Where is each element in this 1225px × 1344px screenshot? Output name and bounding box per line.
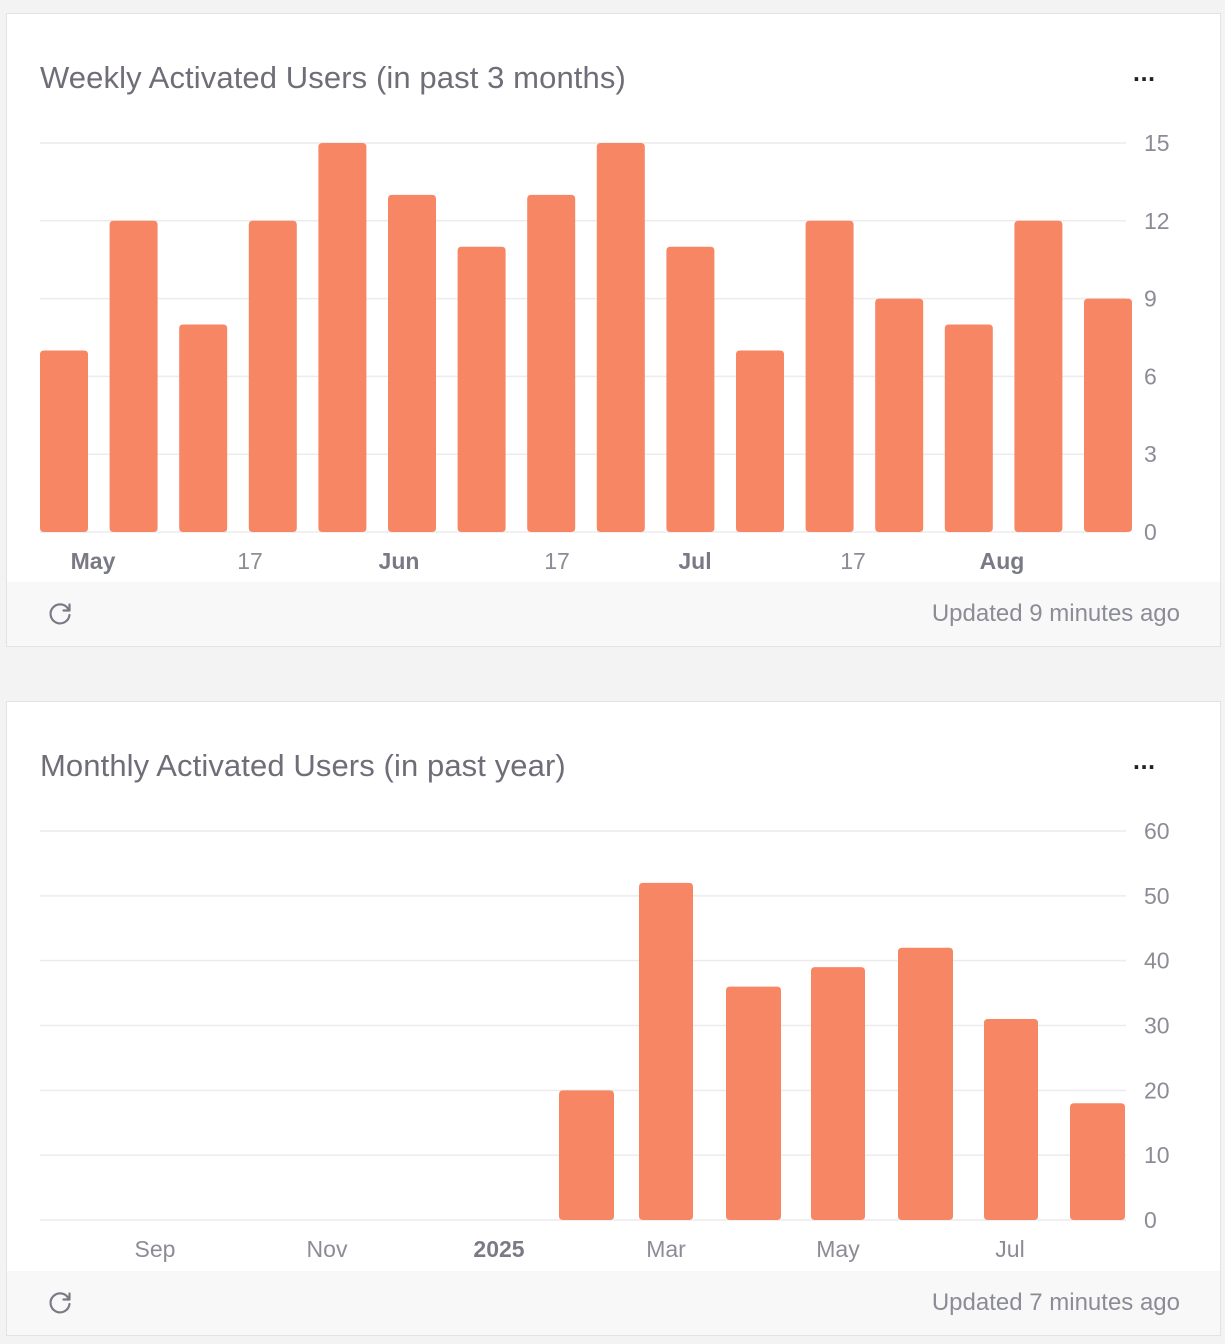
more-options-button[interactable]: ··· bbox=[1127, 754, 1161, 780]
y-tick-label: 9 bbox=[1144, 286, 1157, 312]
bar[interactable] bbox=[875, 298, 924, 532]
y-tick-label: 60 bbox=[1144, 818, 1170, 844]
bar[interactable] bbox=[248, 220, 297, 533]
more-options-button[interactable]: ··· bbox=[1127, 66, 1161, 92]
y-tick-label: 0 bbox=[1144, 519, 1157, 545]
updated-timestamp: Updated 7 minutes ago bbox=[931, 1289, 1180, 1316]
card-title: Weekly Activated Users (in past 3 months… bbox=[40, 60, 626, 95]
bar[interactable] bbox=[388, 194, 436, 532]
y-tick-label: 10 bbox=[1144, 1142, 1170, 1168]
x-tick-label: 17 bbox=[237, 548, 263, 574]
x-tick-label: May bbox=[816, 1236, 860, 1262]
x-tick-label: May bbox=[71, 548, 116, 574]
x-tick-label: 2025 bbox=[473, 1236, 524, 1262]
x-tick-label: Jun bbox=[379, 548, 420, 574]
x-tick-label: Nov bbox=[307, 1236, 348, 1262]
card-footer: Updated 9 minutes ago bbox=[7, 582, 1220, 646]
bar[interactable] bbox=[179, 324, 228, 532]
bar[interactable] bbox=[559, 1090, 614, 1220]
monthly-activated-users-card: Monthly Activated Users (in past year) ·… bbox=[6, 701, 1221, 1336]
bar[interactable] bbox=[805, 220, 854, 533]
y-tick-label: 12 bbox=[1144, 208, 1170, 234]
x-tick-label: 17 bbox=[840, 548, 866, 574]
y-tick-label: 40 bbox=[1144, 948, 1170, 974]
x-tick-label: Jul bbox=[678, 548, 711, 574]
x-tick-label: Mar bbox=[646, 1236, 686, 1262]
x-tick-label: 17 bbox=[544, 548, 570, 574]
x-tick-label: Sep bbox=[135, 1236, 176, 1262]
y-tick-label: 6 bbox=[1144, 363, 1157, 389]
bar[interactable] bbox=[109, 220, 158, 533]
x-tick-label: Aug bbox=[980, 548, 1025, 574]
bar[interactable] bbox=[1084, 298, 1132, 532]
bar[interactable] bbox=[318, 143, 367, 532]
card-footer: Updated 7 minutes ago bbox=[7, 1271, 1220, 1335]
bar[interactable] bbox=[666, 246, 715, 532]
bar[interactable] bbox=[984, 1019, 1038, 1220]
weekly-bar-chart: 0 3 6 9 12 15 May 17 Jun 17 Jul 17 Aug bbox=[40, 130, 1170, 574]
bar[interactable] bbox=[527, 194, 576, 532]
bar[interactable] bbox=[898, 947, 953, 1220]
refresh-button[interactable] bbox=[45, 599, 75, 629]
bar[interactable] bbox=[726, 986, 781, 1220]
updated-timestamp: Updated 9 minutes ago bbox=[931, 600, 1180, 627]
bar[interactable] bbox=[40, 350, 88, 532]
bar[interactable] bbox=[639, 882, 693, 1220]
bar[interactable] bbox=[1014, 220, 1063, 533]
weekly-activated-users-card: Weekly Activated Users (in past 3 months… bbox=[6, 13, 1221, 647]
bar[interactable] bbox=[1070, 1103, 1125, 1220]
refresh-button[interactable] bbox=[45, 1288, 75, 1318]
bar[interactable] bbox=[596, 143, 645, 532]
bar[interactable] bbox=[457, 246, 506, 532]
y-tick-label: 15 bbox=[1144, 130, 1170, 156]
refresh-icon bbox=[49, 603, 71, 625]
monthly-bar-chart: 0 10 20 30 40 50 60 Sep Nov 2025 Mar May Jul bbox=[40, 818, 1170, 1262]
y-tick-label: 3 bbox=[1144, 441, 1157, 467]
y-tick-label: 20 bbox=[1144, 1077, 1170, 1103]
bar[interactable] bbox=[811, 967, 865, 1220]
bar[interactable] bbox=[944, 324, 993, 532]
bar[interactable] bbox=[736, 350, 784, 532]
y-tick-label: 30 bbox=[1144, 1013, 1170, 1039]
x-tick-label: Jul bbox=[995, 1236, 1024, 1262]
refresh-icon bbox=[49, 1292, 71, 1314]
card-title: Monthly Activated Users (in past year) bbox=[40, 748, 566, 783]
y-tick-label: 0 bbox=[1144, 1207, 1157, 1233]
y-tick-label: 50 bbox=[1144, 883, 1170, 909]
